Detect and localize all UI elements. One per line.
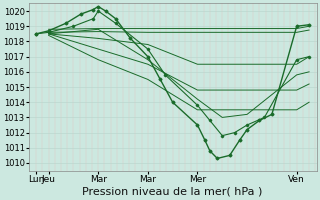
X-axis label: Pression niveau de la mer( hPa ): Pression niveau de la mer( hPa ) [83, 187, 263, 197]
